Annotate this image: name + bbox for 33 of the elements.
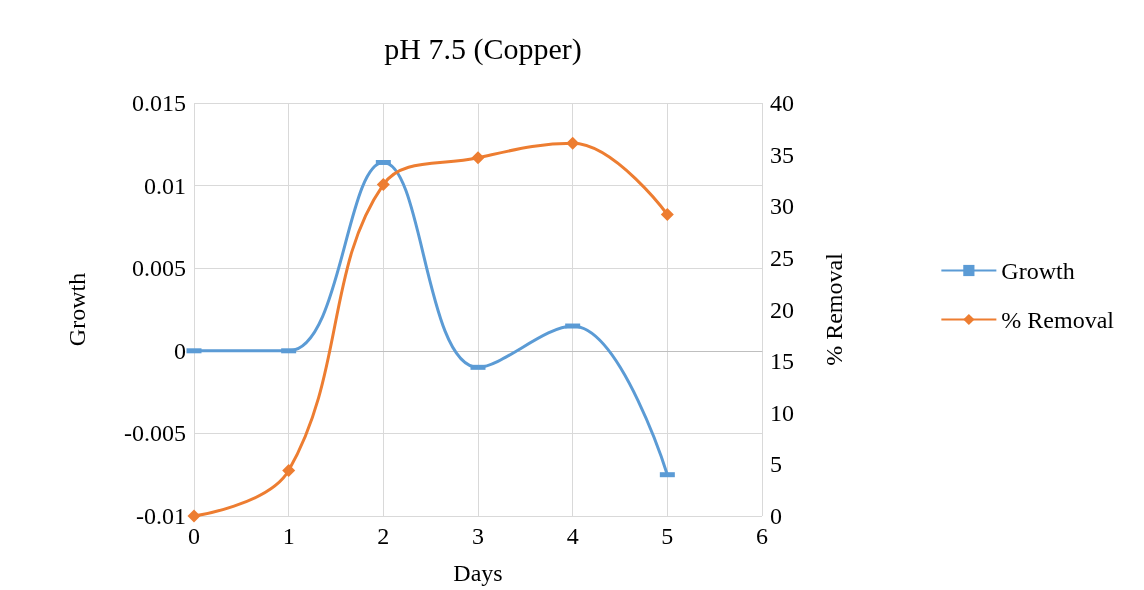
point: [566, 136, 580, 150]
y2-tick-label: 40: [770, 90, 794, 116]
point: [376, 178, 390, 192]
y2-tick-label: 5: [770, 451, 782, 478]
y2-tick-label: 0: [770, 503, 782, 529]
y-tick-label: 0.015: [132, 90, 186, 116]
legend-label: % Removal: [1001, 306, 1115, 333]
y-tick-label: -0.01: [136, 503, 186, 529]
y-axis-title: Growth: [64, 272, 90, 347]
chart-title: pH 7.5 (Copper): [384, 31, 582, 66]
x-tick-label: 3: [472, 523, 484, 549]
y-tick-label: 0.01: [144, 172, 186, 199]
y2-tick-label: 20: [770, 296, 794, 323]
x-tick-label: 2: [377, 523, 390, 549]
point: [187, 509, 201, 523]
y-tick-label: -0.005: [124, 420, 186, 447]
point: [471, 151, 485, 165]
x-tick-label: 5: [661, 523, 674, 549]
y2-tick-label: 15: [770, 348, 794, 375]
y2-tick-label: 25: [770, 244, 794, 271]
x-tick-label: 4: [566, 523, 579, 549]
y2-tick-label: 35: [770, 141, 794, 168]
x-tick-label: 1: [282, 523, 295, 549]
x-tick-label: 6: [756, 523, 768, 549]
legend-label: Growth: [1001, 257, 1075, 284]
x-axis-title: Days: [453, 560, 503, 586]
y-tick-label: 0: [174, 337, 186, 364]
point: [282, 464, 296, 478]
y2-tick-label: 10: [770, 399, 794, 426]
y2-axis-title: % Removal: [821, 252, 847, 366]
y2-tick-label: 30: [770, 193, 794, 220]
point: [660, 208, 674, 222]
y-tick-label: 0.005: [132, 255, 186, 282]
